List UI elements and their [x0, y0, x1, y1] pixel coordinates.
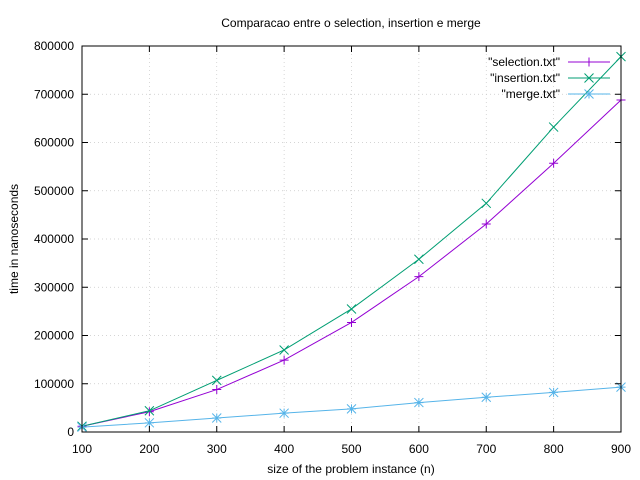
- legend-entry: "selection.txt": [488, 55, 610, 69]
- data-point: [212, 385, 222, 395]
- y-tick-label: 600000: [34, 136, 74, 150]
- data-point: [414, 397, 424, 408]
- legend-label: "selection.txt": [488, 55, 560, 69]
- data-point: [548, 387, 559, 398]
- y-tick-label: 200000: [34, 329, 74, 343]
- legend-marker: [584, 89, 594, 99]
- data-point: [346, 403, 357, 414]
- data-point: [481, 219, 491, 229]
- data-point: [548, 122, 559, 132]
- legend: "selection.txt" "insertion.txt" "merge.txt…: [488, 55, 610, 101]
- x-tick-label: 400: [274, 442, 294, 456]
- x-tick-label: 900: [611, 442, 631, 456]
- x-axis-label: size of the problem instance (n): [267, 462, 434, 476]
- x-axis: 100 200 300 400 500 600 700 800 900: [72, 46, 631, 456]
- data-point: [481, 198, 492, 209]
- y-axis-label: time in nanoseconds: [7, 184, 21, 294]
- data-point: [346, 304, 357, 314]
- grid: [82, 46, 621, 432]
- x-tick-label: 600: [409, 442, 429, 456]
- y-tick-label: 0: [67, 425, 74, 439]
- data-point: [279, 355, 289, 365]
- series-line: [81, 99, 622, 427]
- data-point: [481, 392, 492, 403]
- data-point: [279, 408, 289, 419]
- y-tick-label: 700000: [34, 87, 74, 101]
- data-point: [211, 413, 222, 423]
- data-point: [279, 345, 289, 355]
- data-point: [414, 254, 424, 265]
- legend-label: "merge.txt": [501, 87, 560, 101]
- x-tick-label: 300: [207, 442, 227, 456]
- legend-marker: [584, 57, 594, 67]
- data-point: [347, 317, 356, 327]
- legend-entry: "merge.txt": [501, 87, 610, 101]
- x-tick-label: 200: [139, 442, 159, 456]
- x-tick-label: 800: [544, 442, 564, 456]
- data-point: [211, 375, 222, 386]
- series-1: [77, 51, 626, 432]
- x-tick-label: 700: [476, 442, 496, 456]
- y-tick-label: 500000: [34, 184, 74, 198]
- y-axis: 0 100000 200000 300000 400000 500000 600000 700…: [34, 39, 621, 439]
- legend-entry: "insertion.txt": [490, 71, 610, 85]
- y-tick-label: 800000: [34, 39, 74, 53]
- series-0: [77, 95, 626, 431]
- y-tick-label: 300000: [34, 280, 74, 294]
- x-tick-label: 500: [341, 442, 361, 456]
- data-point: [414, 272, 424, 282]
- data-point: [549, 158, 559, 168]
- x-tick-label: 100: [72, 442, 92, 456]
- y-tick-label: 400000: [34, 232, 74, 246]
- data-point: [144, 417, 155, 428]
- y-tick-label: 100000: [34, 377, 74, 391]
- data-point: [144, 405, 155, 416]
- series-2: [77, 382, 626, 433]
- chart-title: Comparacao entre o selection, insertion …: [221, 16, 481, 30]
- legend-marker: [584, 73, 594, 83]
- legend-label: "insertion.txt": [490, 71, 560, 85]
